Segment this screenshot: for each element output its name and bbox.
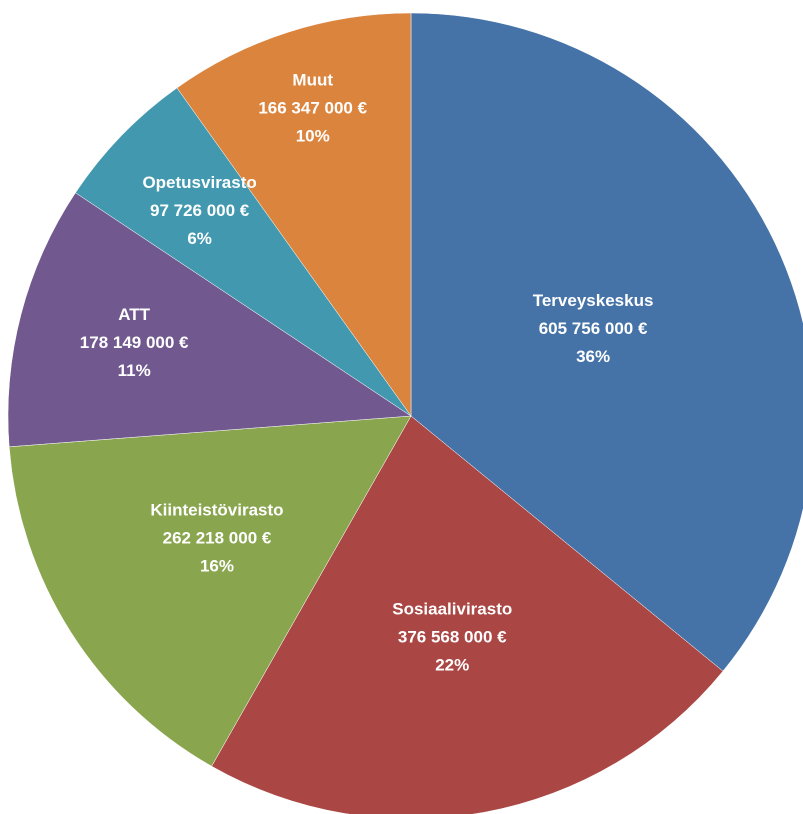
pie-slice bbox=[176, 12, 412, 417]
slice-value-label: 605 756 000 € bbox=[539, 319, 648, 338]
slice-percent-label: 22% bbox=[435, 655, 469, 674]
slice-name: Muut bbox=[292, 70, 333, 89]
slice-value-label: 262 218 000 € bbox=[163, 528, 272, 547]
pie-slice bbox=[7, 192, 412, 448]
slice-percent-label: 10% bbox=[296, 126, 330, 145]
slice-value-label: 376 568 000 € bbox=[398, 627, 507, 646]
slice-percent-label: 16% bbox=[200, 556, 234, 575]
slice-value-label: 178 149 000 € bbox=[80, 333, 189, 352]
slice-name: Terveyskeskus bbox=[533, 291, 654, 310]
pie-slice bbox=[8, 415, 412, 767]
pie-slice bbox=[211, 415, 724, 814]
slice-value-label: 97 726 000 € bbox=[150, 201, 250, 220]
slice-value-label: 166 347 000 € bbox=[258, 98, 367, 117]
slice-name: ATT bbox=[118, 305, 150, 324]
slice-percent-label: 11% bbox=[118, 361, 151, 380]
slice-percent-label: 36% bbox=[576, 347, 610, 366]
slice-percent-label: 6% bbox=[187, 229, 212, 248]
pie-slice bbox=[410, 12, 803, 672]
slice-name: Kiinteistövirasto bbox=[150, 500, 283, 519]
slice-name: Opetusvirasto bbox=[142, 173, 256, 192]
slice-name: Sosiaalivirasto bbox=[392, 599, 512, 618]
pie-slice bbox=[75, 87, 412, 417]
